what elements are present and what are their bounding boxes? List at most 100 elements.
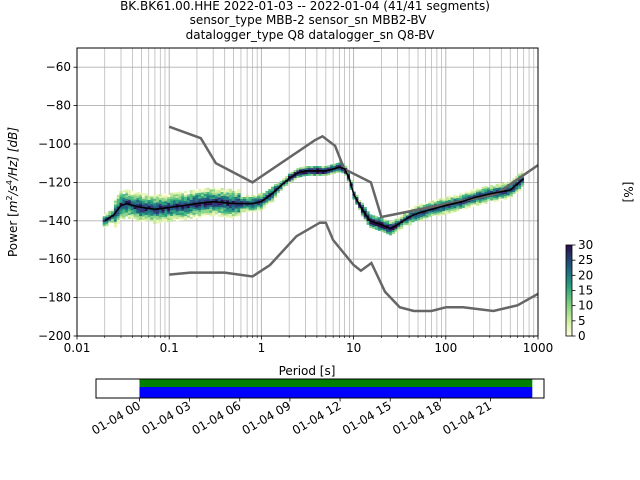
histogram-cell — [240, 196, 244, 199]
histogram-cell — [172, 211, 176, 214]
histogram-cell — [391, 231, 395, 234]
histogram-cell — [341, 169, 345, 172]
histogram-cell — [198, 213, 202, 216]
y-axis-ticks: −60 −80 −100 −120 −140 −160 −180 −200 — [38, 60, 77, 343]
histogram-cell — [327, 167, 331, 170]
histogram-cell — [397, 220, 401, 224]
histogram-cell — [226, 215, 230, 218]
histogram-cell — [127, 205, 132, 208]
histogram-cell — [153, 210, 157, 213]
histogram-cell — [411, 212, 415, 215]
histogram-cell — [388, 233, 393, 236]
histogram-cell — [459, 195, 463, 198]
histogram-cell — [125, 196, 129, 200]
histogram-cell — [453, 194, 457, 197]
histogram-cell — [442, 206, 446, 210]
histogram-cell — [490, 190, 494, 193]
histogram-cell — [156, 198, 160, 201]
histogram-cell — [164, 195, 168, 198]
histogram-cell — [161, 211, 165, 214]
histogram-cell — [116, 206, 120, 209]
histogram-cell — [164, 218, 168, 221]
histogram-cell — [164, 199, 168, 202]
histogram-cell — [380, 220, 384, 223]
histogram-cell — [397, 224, 401, 227]
histogram-cell — [170, 202, 174, 205]
histogram-cell — [223, 203, 227, 206]
histogram-cell — [478, 199, 482, 202]
histogram-cell — [231, 204, 235, 207]
histogram-cell — [251, 210, 255, 213]
histogram-cell — [327, 165, 331, 168]
histogram-cell — [226, 209, 230, 212]
histogram-cell — [509, 192, 513, 195]
histogram-cell — [360, 202, 365, 205]
histogram-cell — [459, 204, 463, 207]
histogram-cell — [431, 213, 435, 216]
histogram-cell — [203, 190, 207, 193]
histogram-cell — [198, 204, 202, 207]
histogram-cell — [150, 202, 154, 205]
histogram-cell — [257, 199, 261, 202]
histogram-cell — [431, 204, 435, 207]
histogram-cell — [234, 196, 238, 199]
histogram-cell — [116, 219, 120, 222]
histogram-cell — [178, 216, 182, 219]
histogram-cell — [119, 191, 123, 194]
histogram-cell — [518, 186, 522, 190]
colorbar-tick-label: 20 — [578, 268, 593, 282]
histogram-cell — [377, 228, 381, 231]
histogram-cell — [518, 173, 522, 176]
histogram-cell — [144, 218, 148, 221]
histogram-cell — [186, 209, 191, 212]
histogram-cell — [102, 216, 106, 219]
histogram-cell — [209, 208, 213, 211]
histogram-cell — [125, 195, 129, 198]
histogram-cell — [223, 194, 227, 197]
histogram-cell — [220, 212, 224, 216]
histogram-cell — [374, 220, 379, 223]
histogram-cell — [189, 201, 193, 204]
histogram-cell — [422, 212, 426, 215]
histogram-cell — [122, 209, 126, 212]
histogram-cell — [461, 207, 466, 210]
histogram-cell — [290, 171, 294, 174]
histogram-cell — [301, 172, 306, 175]
histogram-cell — [442, 199, 446, 202]
histogram-cell — [139, 204, 143, 207]
histogram-cell — [125, 204, 129, 207]
histogram-cell — [383, 221, 387, 224]
histogram-cell — [167, 200, 171, 203]
histogram-cell — [439, 201, 443, 205]
histogram-cell — [240, 200, 244, 203]
histogram-cell — [509, 184, 513, 187]
histogram-cell — [439, 213, 443, 216]
histogram-cell — [369, 222, 373, 225]
histogram-cell — [377, 221, 381, 224]
histogram-cell — [473, 200, 477, 203]
colorbar-tick-label: 15 — [578, 284, 593, 298]
histogram-cell — [206, 205, 210, 208]
histogram-cell — [144, 203, 148, 206]
histogram-cell — [332, 165, 336, 168]
histogram-cell — [195, 206, 199, 209]
histogram-cell — [158, 198, 162, 201]
histogram-cell — [453, 206, 457, 209]
histogram-cell — [417, 206, 421, 209]
histogram-cell — [268, 200, 272, 203]
histogram-cell — [484, 191, 488, 195]
colorbar-tick-label: 5 — [578, 314, 586, 328]
histogram-cell — [153, 206, 157, 209]
histogram-cell — [105, 212, 109, 215]
histogram-cell — [184, 210, 188, 213]
histogram-cell — [386, 232, 390, 235]
histogram-cell — [229, 200, 233, 203]
histogram-cell — [490, 184, 494, 188]
histogram-cell — [419, 203, 423, 206]
histogram-cell — [473, 192, 477, 195]
histogram-cell — [324, 171, 328, 174]
histogram-cell — [360, 206, 365, 209]
histogram-cell — [212, 187, 216, 190]
histogram-cell — [127, 195, 132, 198]
histogram-cell — [156, 221, 160, 224]
